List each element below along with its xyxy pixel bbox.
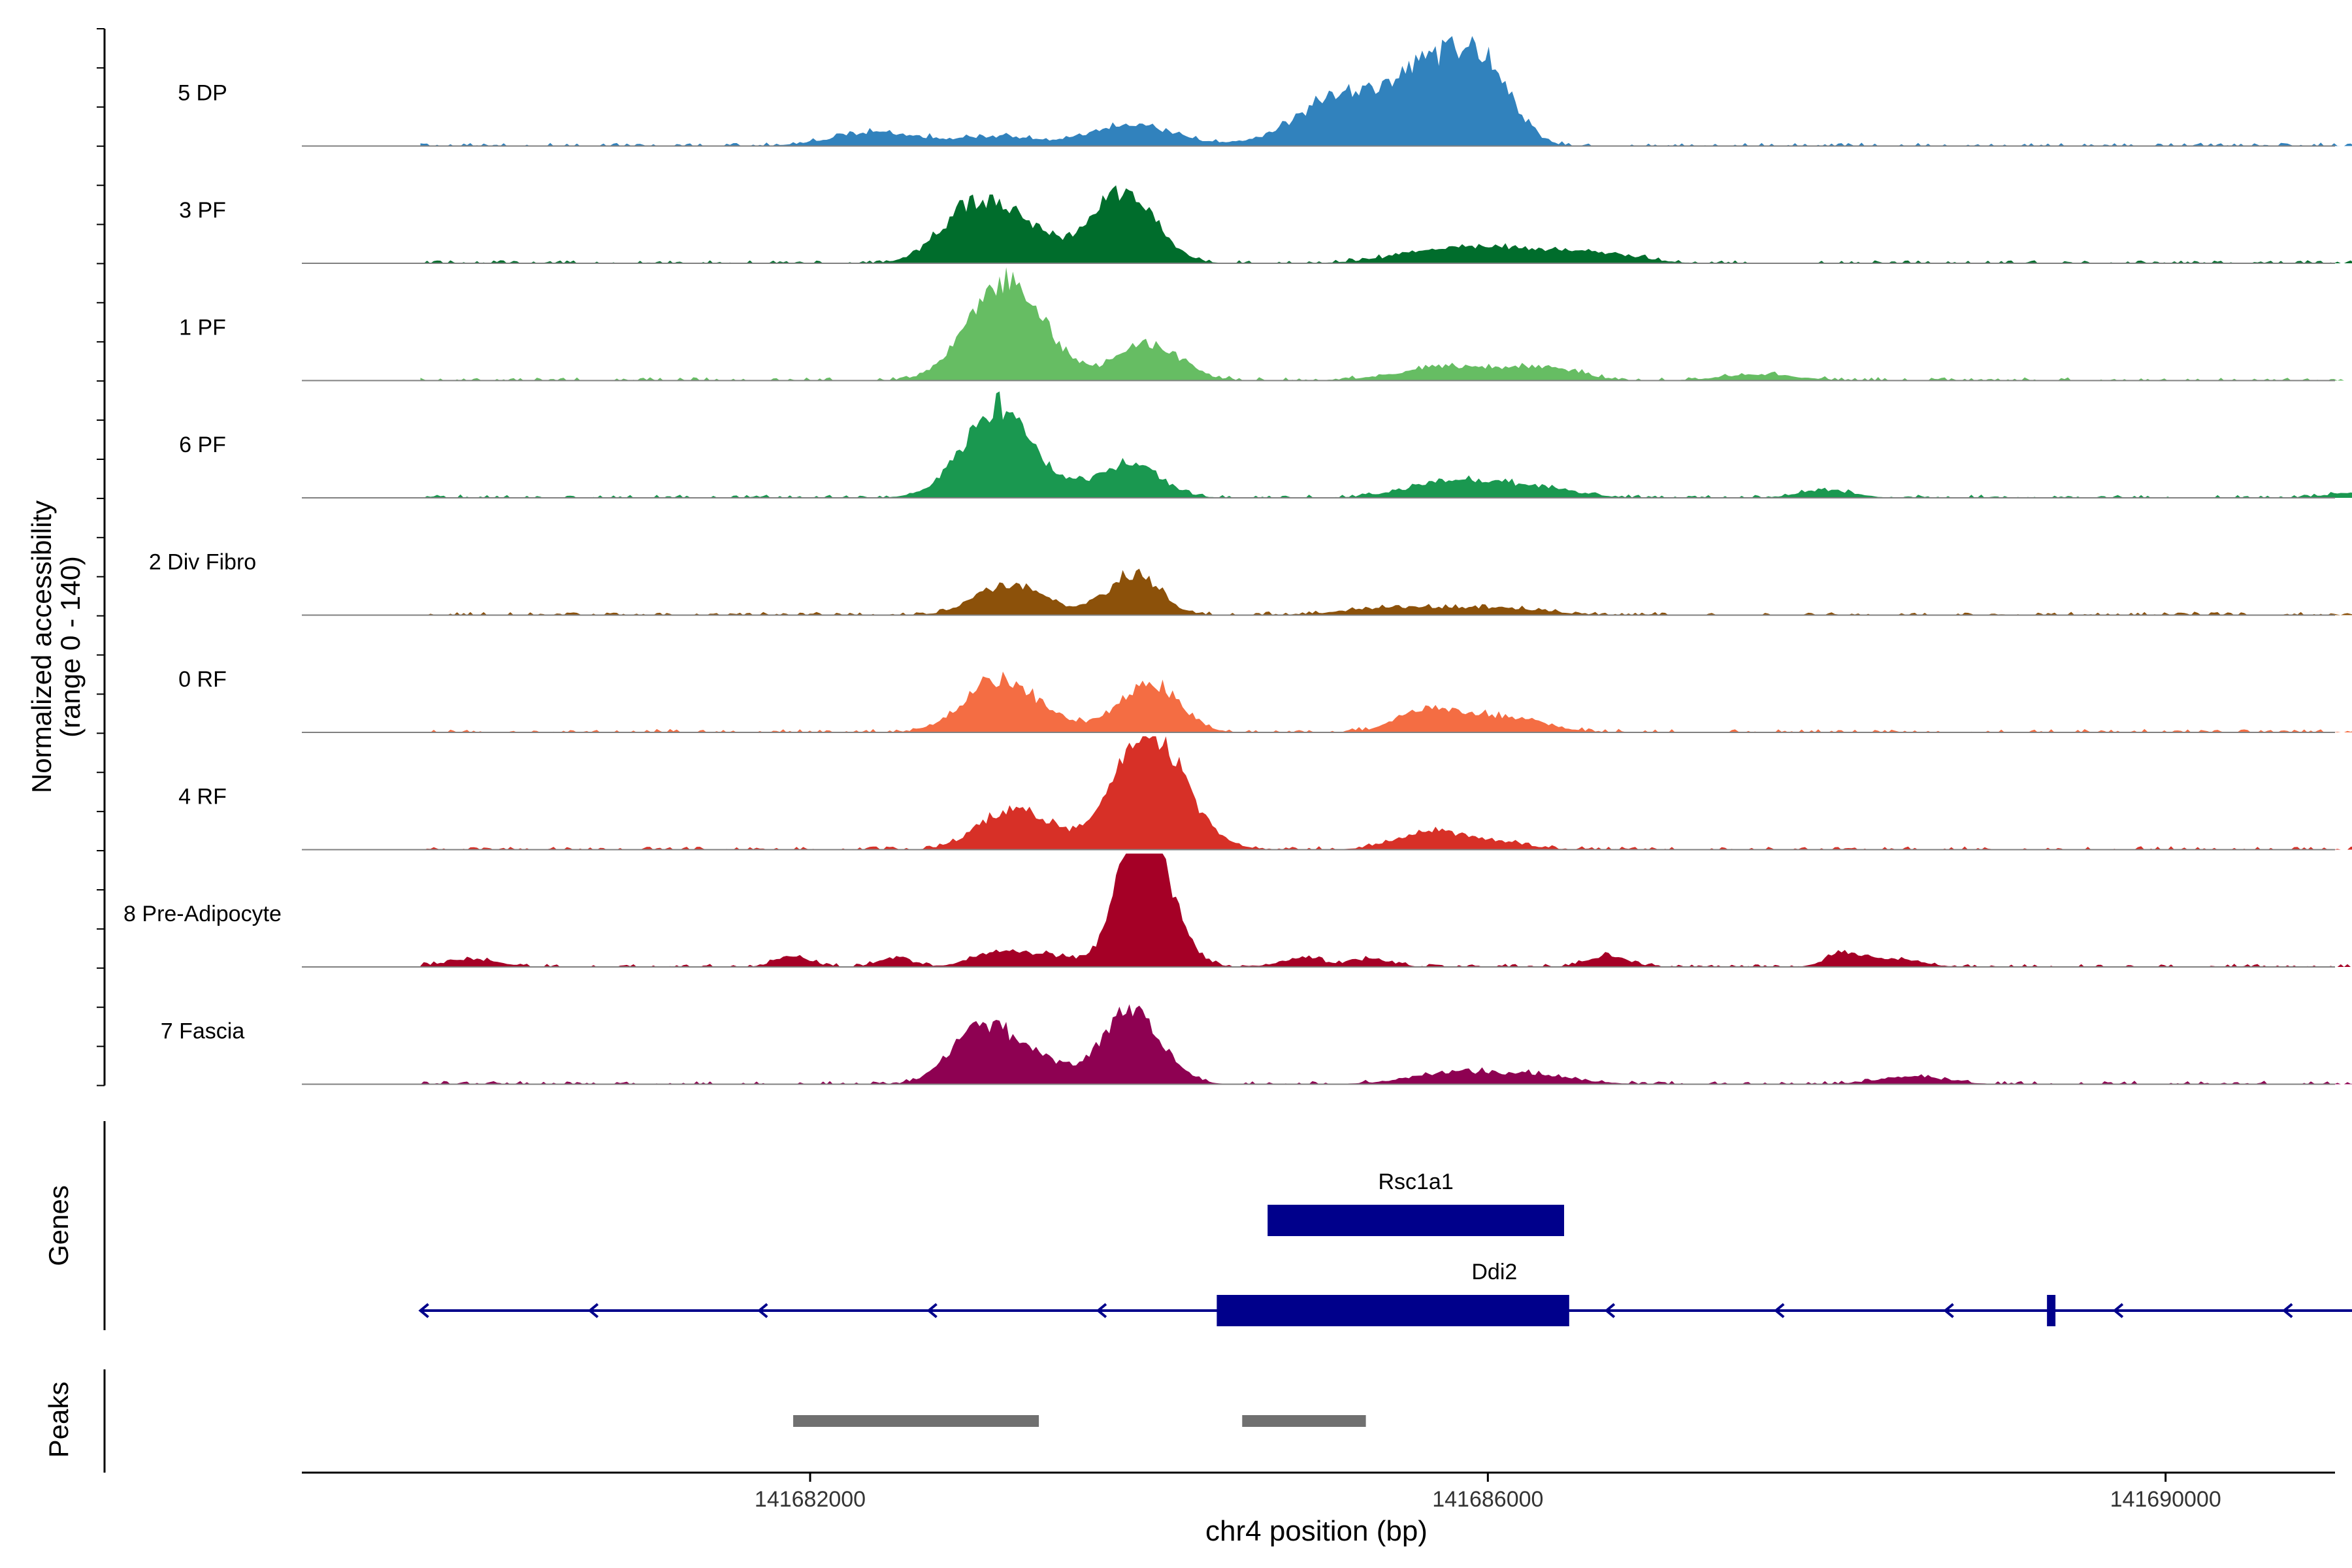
track-area bbox=[420, 36, 2352, 146]
track-label: 2 Div Fibro bbox=[149, 550, 256, 575]
strand-arrow bbox=[1096, 1303, 1107, 1318]
track-label: 5 DP bbox=[178, 81, 227, 106]
genes-track: Rsc1a1 Ddi2 bbox=[103, 1121, 2352, 1330]
track: 6 PF bbox=[179, 391, 2352, 498]
track: 1 PF bbox=[179, 267, 2352, 382]
strand-arrow bbox=[757, 1303, 768, 1318]
strand-arrow bbox=[2282, 1303, 2293, 1318]
track: 4 RF bbox=[178, 736, 2352, 851]
gene: Rsc1a1 bbox=[1267, 1169, 1565, 1236]
peaks-track bbox=[103, 1369, 1366, 1473]
strand-arrow bbox=[418, 1303, 429, 1318]
gene: Ddi2 bbox=[418, 1260, 2352, 1326]
gene-label: Rsc1a1 bbox=[1378, 1169, 1453, 1194]
gene-exon bbox=[1267, 1205, 1565, 1236]
peaks-track-label: Peaks bbox=[43, 1382, 74, 1458]
x-axis-label: chr4 position (bp) bbox=[1205, 1515, 1428, 1547]
track-label: 7 Fascia bbox=[161, 1019, 245, 1044]
y-axis-label: Normalized accessibility bbox=[26, 500, 57, 793]
left-axis bbox=[97, 28, 106, 1086]
genes-track-label: Genes bbox=[43, 1185, 74, 1266]
x-tick-label: 141682000 bbox=[755, 1487, 866, 1512]
track-area bbox=[420, 185, 2352, 263]
y-axis-range-label: (range 0 - 140) bbox=[55, 556, 86, 738]
track-label: 1 PF bbox=[179, 316, 226, 340]
track: 5 DP bbox=[178, 36, 2352, 147]
track-area bbox=[420, 736, 2352, 850]
strand-arrow bbox=[587, 1303, 599, 1318]
track: 8 Pre-Adipocyte bbox=[123, 853, 2352, 968]
track: 3 PF bbox=[179, 185, 2352, 264]
coverage-tracks: 5 DP 3 PF 1 PF 6 PF 2 Div Fibro 0 RF 4 RF 8 Pre… bbox=[123, 36, 2352, 1085]
track-area bbox=[420, 1004, 2352, 1085]
gene-label: Ddi2 bbox=[1471, 1260, 1517, 1284]
track-label: 0 RF bbox=[178, 667, 227, 692]
x-tick-label: 141690000 bbox=[2110, 1487, 2221, 1512]
track-area bbox=[420, 568, 2352, 615]
x-tick-label: 141686000 bbox=[1432, 1487, 1543, 1512]
track: 2 Div Fibro bbox=[149, 550, 2352, 616]
strand-arrow bbox=[2112, 1303, 2124, 1318]
strand-arrow bbox=[1943, 1303, 1954, 1318]
track: 7 Fascia bbox=[161, 1004, 2352, 1085]
track-area bbox=[420, 267, 2352, 381]
track-label: 8 Pre-Adipocyte bbox=[123, 902, 282, 926]
track-label: 4 RF bbox=[178, 785, 227, 809]
gene-exon bbox=[1217, 1295, 1569, 1326]
track-label: 3 PF bbox=[179, 198, 226, 223]
track-area bbox=[420, 671, 2352, 732]
gene-exon bbox=[2047, 1295, 2056, 1326]
track: 0 RF bbox=[178, 667, 2352, 733]
track-label: 6 PF bbox=[179, 433, 226, 457]
peak-region bbox=[793, 1415, 1039, 1427]
track-area bbox=[420, 391, 2352, 498]
track-area bbox=[420, 853, 2352, 967]
strand-arrow bbox=[1774, 1303, 1785, 1318]
peak-region bbox=[1242, 1415, 1366, 1427]
x-axis: 141682000 141686000 141690000 bbox=[302, 1471, 2335, 1512]
strand-arrow bbox=[926, 1303, 938, 1318]
strand-arrow bbox=[1604, 1303, 1616, 1318]
